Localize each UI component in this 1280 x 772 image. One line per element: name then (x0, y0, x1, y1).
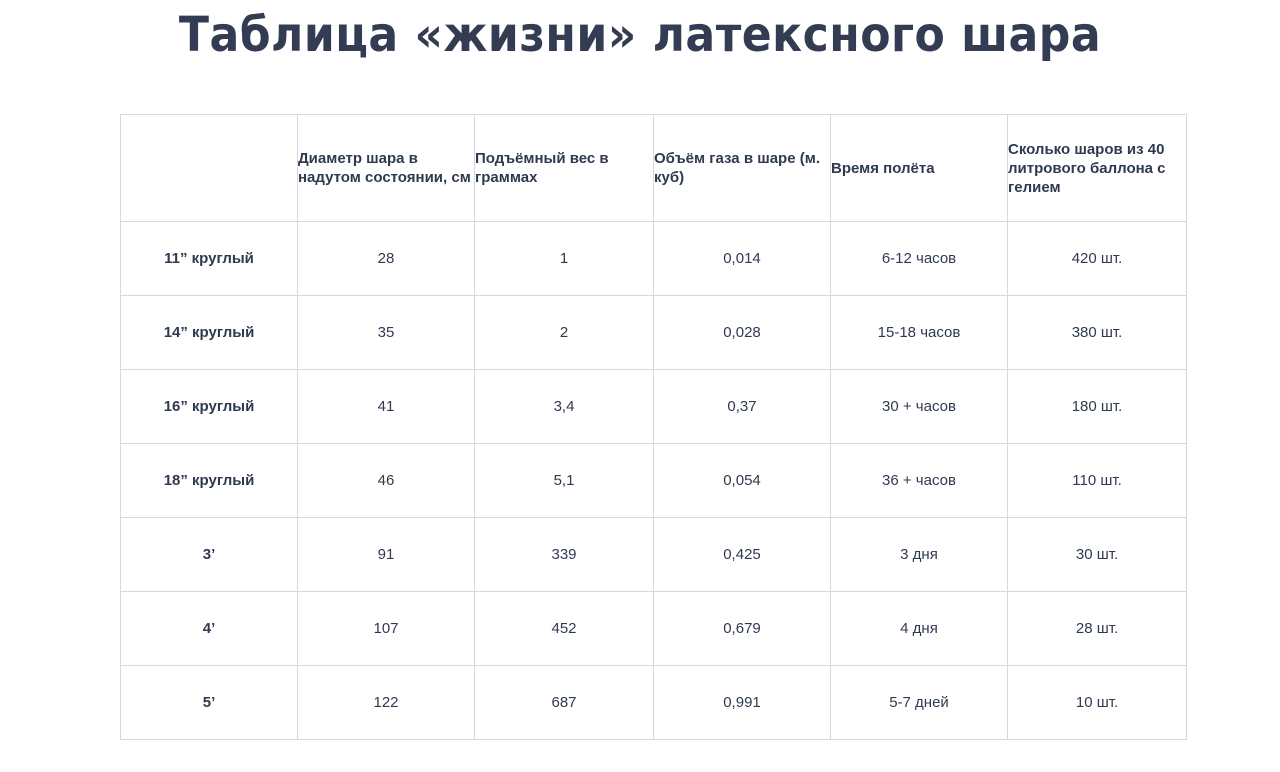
gas-volume-cell: 0,991 (653, 665, 831, 740)
row-label: 11” круглый (120, 221, 298, 296)
gas-volume-cell: 0,014 (653, 221, 831, 296)
table-row: 5’ 122 687 0,991 5-7 дней 10 шт. (120, 665, 1187, 740)
row-label: 3’ (120, 517, 298, 592)
diameter-cell: 41 (297, 369, 475, 444)
row-label: 18” круглый (120, 443, 298, 518)
row-label: 14” круглый (120, 295, 298, 370)
table-row: 3’ 91 339 0,425 3 дня 30 шт. (120, 517, 1187, 592)
flight-time-cell: 36 + часов (830, 443, 1008, 518)
table-row: 14” круглый 35 2 0,028 15-18 часов 380 ш… (120, 295, 1187, 370)
lift-weight-cell: 3,4 (474, 369, 654, 444)
header-diameter: Диаметр шара в надутом состоянии, см (297, 114, 475, 222)
flight-time-cell: 3 дня (830, 517, 1008, 592)
header-gas-volume: Объём газа в шаре (м. куб) (653, 114, 831, 222)
diameter-cell: 35 (297, 295, 475, 370)
header-empty-cell (120, 114, 298, 222)
balloons-count-cell: 28 шт. (1007, 591, 1187, 666)
balloons-count-cell: 110 шт. (1007, 443, 1187, 518)
balloons-count-cell: 420 шт. (1007, 221, 1187, 296)
flight-time-cell: 4 дня (830, 591, 1008, 666)
diameter-cell: 28 (297, 221, 475, 296)
lift-weight-cell: 2 (474, 295, 654, 370)
header-lift-weight: Подъёмный вес в граммах (474, 114, 654, 222)
balloon-life-table: Диаметр шара в надутом состоянии, см Под… (120, 114, 1187, 740)
diameter-cell: 46 (297, 443, 475, 518)
lift-weight-cell: 339 (474, 517, 654, 592)
row-label: 4’ (120, 591, 298, 666)
table-row: 18” круглый 46 5,1 0,054 36 + часов 110 … (120, 443, 1187, 518)
table-row: 16” круглый 41 3,4 0,37 30 + часов 180 ш… (120, 369, 1187, 444)
gas-volume-cell: 0,054 (653, 443, 831, 518)
page-title: Таблица «жизни» латексного шара (178, 7, 1102, 63)
balloons-count-cell: 380 шт. (1007, 295, 1187, 370)
diameter-cell: 107 (297, 591, 475, 666)
flight-time-cell: 15-18 часов (830, 295, 1008, 370)
gas-volume-cell: 0,37 (653, 369, 831, 444)
lift-weight-cell: 452 (474, 591, 654, 666)
lift-weight-cell: 687 (474, 665, 654, 740)
flight-time-cell: 5-7 дней (830, 665, 1008, 740)
row-label: 5’ (120, 665, 298, 740)
gas-volume-cell: 0,028 (653, 295, 831, 370)
flight-time-cell: 6-12 часов (830, 221, 1008, 296)
lift-weight-cell: 5,1 (474, 443, 654, 518)
table-row: 4’ 107 452 0,679 4 дня 28 шт. (120, 591, 1187, 666)
row-label: 16” круглый (120, 369, 298, 444)
table-header-row: Диаметр шара в надутом состоянии, см Под… (120, 114, 1187, 222)
gas-volume-cell: 0,425 (653, 517, 831, 592)
lift-weight-cell: 1 (474, 221, 654, 296)
diameter-cell: 122 (297, 665, 475, 740)
header-balloons-per-tank: Сколько шаров из 40 литрового баллона с … (1007, 114, 1187, 222)
balloons-count-cell: 180 шт. (1007, 369, 1187, 444)
balloons-count-cell: 30 шт. (1007, 517, 1187, 592)
table-row: 11” круглый 28 1 0,014 6-12 часов 420 шт… (120, 221, 1187, 296)
gas-volume-cell: 0,679 (653, 591, 831, 666)
diameter-cell: 91 (297, 517, 475, 592)
flight-time-cell: 30 + часов (830, 369, 1008, 444)
balloons-count-cell: 10 шт. (1007, 665, 1187, 740)
header-flight-time: Время полёта (830, 114, 1008, 222)
